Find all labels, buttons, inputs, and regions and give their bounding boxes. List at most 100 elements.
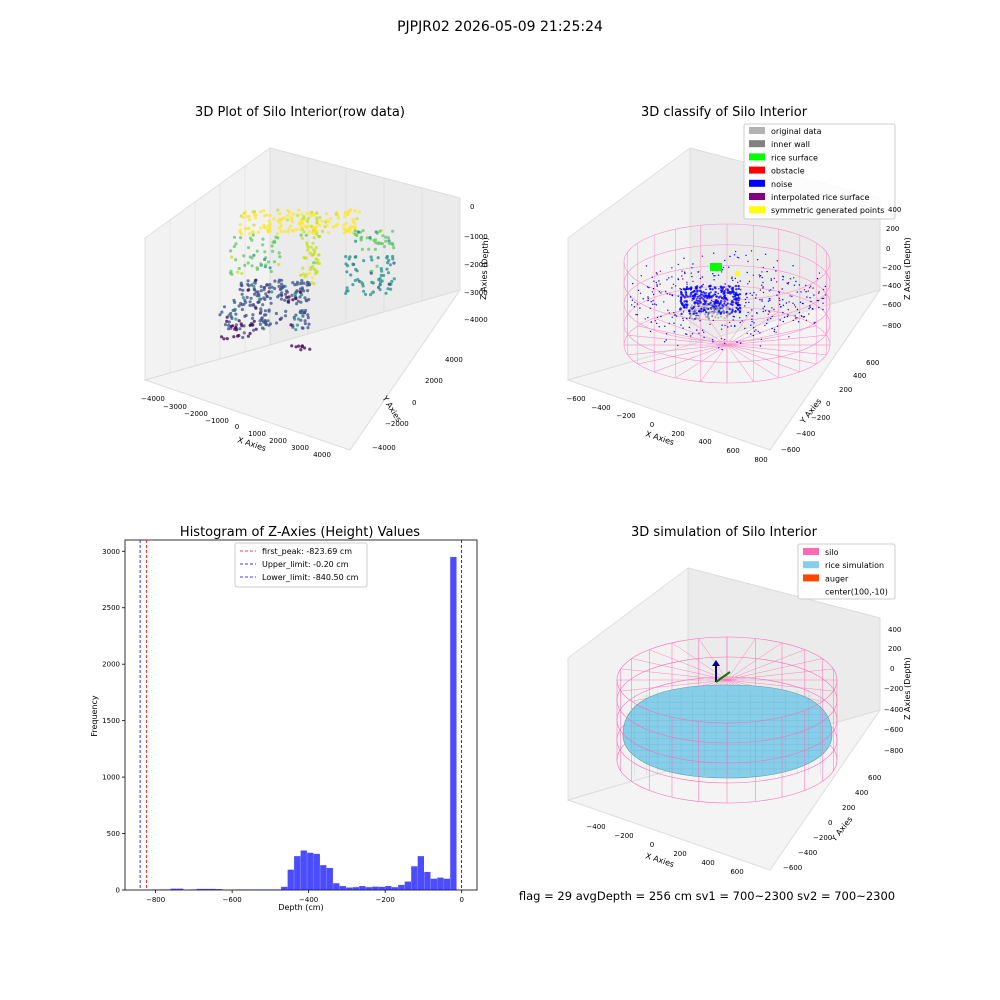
- classify-point: [656, 285, 658, 287]
- classify-point: [739, 321, 741, 324]
- silo-spoke: [631, 658, 728, 681]
- classify-point: [796, 308, 799, 311]
- classify-inner-wall-point: [698, 308, 701, 311]
- simulation-z-tick: −200: [884, 685, 903, 693]
- raw-point: [279, 224, 283, 228]
- classify-point: [734, 250, 737, 253]
- classify-point: [698, 332, 700, 334]
- classify-y-tick: 0: [826, 400, 830, 408]
- classify-point: [773, 266, 775, 269]
- classify-point: [665, 339, 667, 341]
- histogram-bar: [157, 889, 164, 890]
- raw-point: [387, 241, 391, 245]
- raw-point: [232, 244, 236, 249]
- raw-point: [270, 290, 274, 294]
- classify-point: [733, 293, 735, 295]
- classify-cluster-point: [726, 288, 729, 291]
- classify-cluster-point: [709, 287, 712, 291]
- raw-point: [252, 223, 256, 227]
- classify-point: [764, 253, 767, 255]
- silo-spoke: [627, 334, 728, 346]
- classify-inner-wall-point: [721, 307, 724, 310]
- classify-point: [758, 276, 761, 278]
- histogram-bar: [268, 889, 275, 890]
- raw-point: [311, 228, 315, 233]
- raw-point: [378, 288, 382, 292]
- classify-point: [799, 301, 802, 303]
- raw-point: [248, 331, 252, 336]
- classify-point: [750, 333, 752, 335]
- raw-point: [251, 323, 255, 327]
- classify-point: [722, 266, 725, 269]
- classify-cluster-point: [734, 310, 737, 313]
- raw-point: [289, 323, 293, 327]
- classify-y-tick: 600: [866, 359, 879, 367]
- classify-point: [769, 311, 771, 313]
- classify-point: [816, 277, 819, 280]
- raw-point: [259, 262, 263, 266]
- simulation-x-tick: 600: [730, 868, 743, 876]
- raw-point: [246, 261, 250, 265]
- raw-point: [276, 208, 280, 212]
- classify-point: [795, 280, 797, 283]
- classify-point: [746, 332, 748, 335]
- classify-point: [798, 311, 800, 314]
- histogram-x-tick-label: −200: [376, 896, 395, 904]
- legend-label: rice simulation: [825, 561, 884, 570]
- raw-point: [262, 296, 266, 300]
- raw-point: [263, 318, 267, 323]
- raw-point: [353, 278, 357, 283]
- classify-point: [679, 288, 681, 290]
- raw-point: [320, 219, 324, 223]
- histogram-bar: [404, 881, 411, 890]
- classify-cluster-point: [731, 308, 734, 311]
- raw-point: [259, 289, 263, 293]
- raw-y-tick: 2000: [425, 377, 443, 385]
- simulation-y-tick: −600: [783, 864, 802, 872]
- classify-inner-wall-point: [725, 308, 728, 311]
- classify-point: [642, 298, 644, 300]
- classify-point: [677, 295, 679, 297]
- classify-inner-wall-point: [719, 305, 722, 308]
- raw-point: [227, 323, 231, 327]
- classify-inner-wall-point: [723, 303, 726, 306]
- raw-point: [307, 230, 311, 234]
- panel-raw-3d: 3D Plot of Silo Interior(row data) −4000…: [141, 105, 490, 459]
- classify-point: [762, 266, 764, 269]
- raw-point: [303, 308, 308, 313]
- legend-label: obstacle: [771, 167, 805, 176]
- classify-point: [674, 313, 676, 316]
- classify-cluster-point: [682, 287, 685, 291]
- raw-point: [377, 241, 381, 245]
- classify-point: [724, 259, 726, 262]
- classify-point: [747, 260, 749, 263]
- classify-point: [734, 277, 736, 280]
- classify-inner-wall-point: [718, 312, 720, 315]
- raw-point: [384, 239, 388, 243]
- classify-cluster-point: [721, 286, 725, 289]
- raw-point: [266, 260, 271, 264]
- classify-cluster-point: [724, 297, 727, 300]
- raw-point: [234, 323, 238, 327]
- classify-point: [739, 280, 741, 282]
- raw-point: [298, 290, 302, 294]
- classify-point: [770, 279, 772, 282]
- raw-point: [265, 294, 269, 298]
- classify-point: [780, 306, 782, 308]
- raw-point: [344, 255, 348, 259]
- legend-label: center(100,-10): [825, 588, 888, 597]
- raw-point: [262, 288, 266, 292]
- raw-point: [276, 219, 280, 223]
- classify-point: [786, 315, 789, 318]
- classify-point: [805, 291, 807, 293]
- classify-cluster-point: [709, 284, 712, 288]
- raw-point: [342, 231, 346, 235]
- raw-point: [296, 299, 300, 303]
- raw-point: [344, 291, 348, 295]
- raw-point: [271, 249, 275, 253]
- classify-z-tick: 0: [886, 245, 890, 253]
- raw-point: [299, 300, 303, 304]
- silo-spoke: [726, 325, 817, 346]
- raw-point: [376, 256, 380, 260]
- raw-point: [387, 282, 392, 286]
